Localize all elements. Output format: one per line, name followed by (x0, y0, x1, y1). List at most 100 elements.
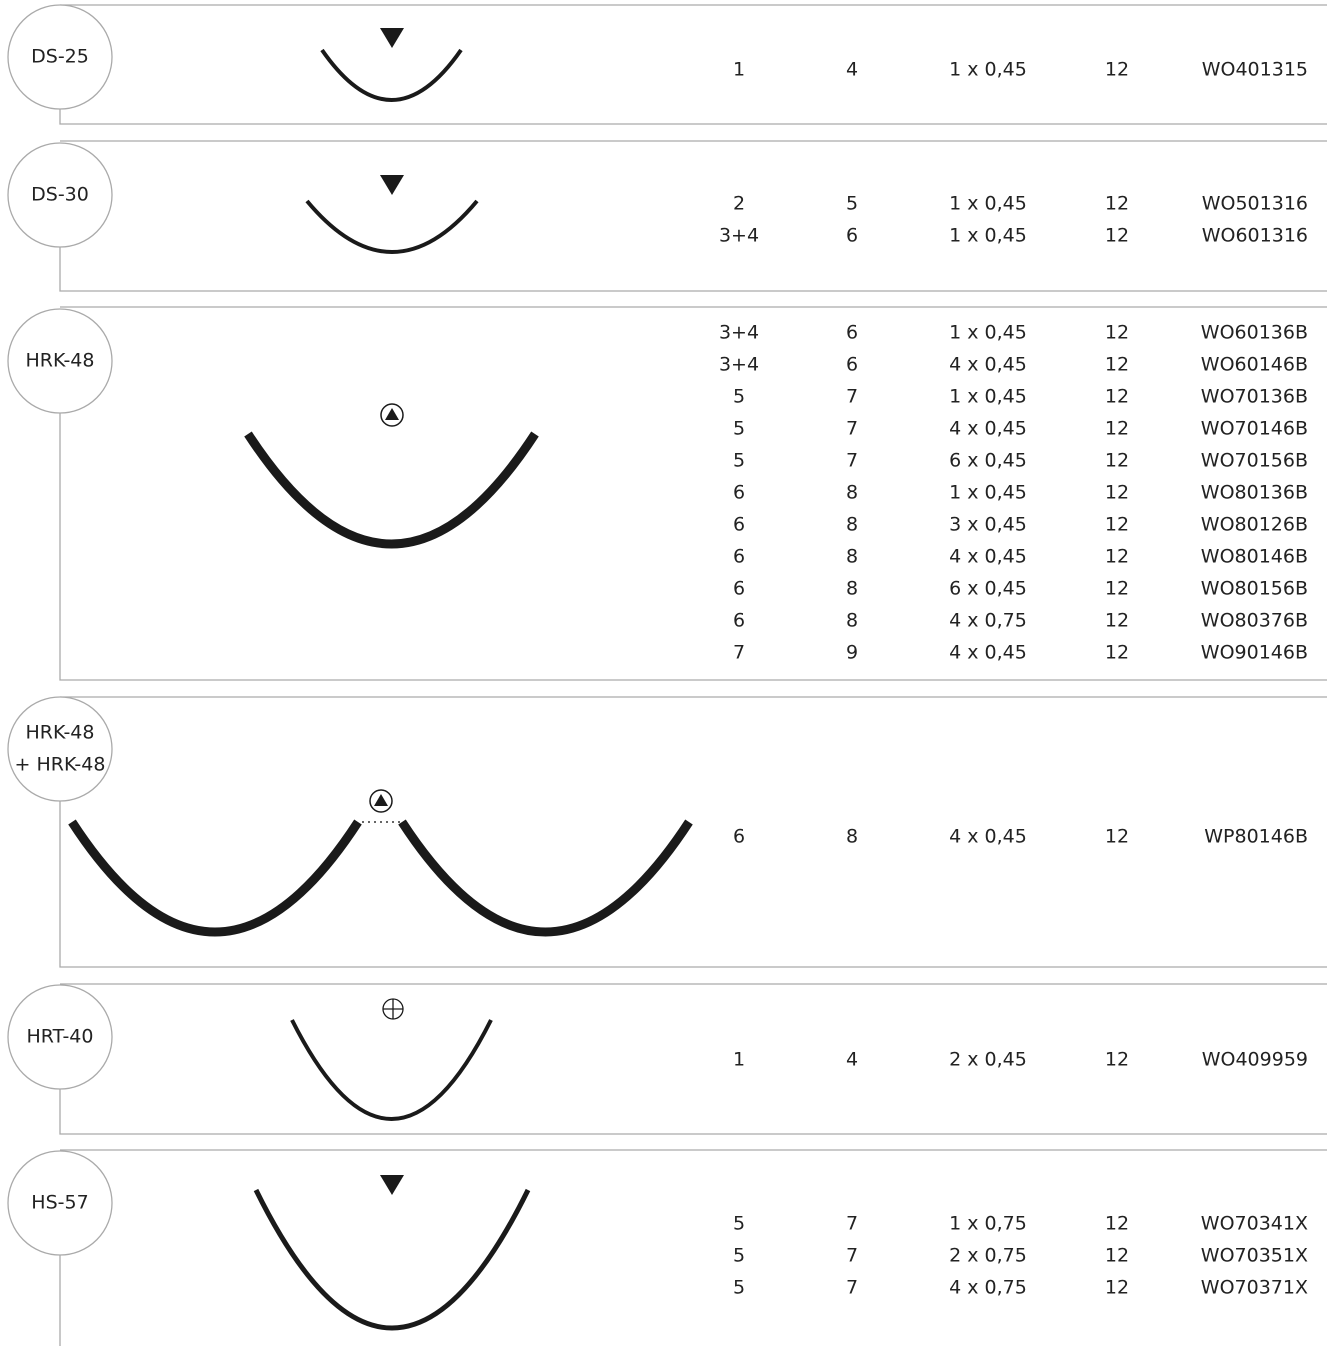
cell: 1 (733, 1049, 745, 1071)
cell: 12 (1105, 59, 1129, 81)
cell: 12 (1105, 578, 1129, 600)
taper-symbol (374, 794, 388, 806)
label-circle (8, 697, 112, 801)
needle-code: HRK-48 (26, 722, 95, 744)
cell: 12 (1105, 546, 1129, 568)
cell: 7 (846, 1277, 858, 1299)
needle-code: HRT-40 (26, 1026, 93, 1048)
cell: WO501316 (1202, 193, 1308, 215)
frame-line (60, 1089, 1327, 1134)
cell: 5 (733, 1213, 745, 1235)
cell: WO70371X (1201, 1277, 1308, 1299)
cell: 12 (1105, 1245, 1129, 1267)
cell: 12 (1105, 193, 1129, 215)
cell: 6 (733, 546, 745, 568)
cell: WO90146B (1201, 642, 1308, 664)
cell: 8 (846, 546, 858, 568)
needle-code: + HRK-48 (15, 754, 106, 776)
cell: 5 (733, 1245, 745, 1267)
cell: 12 (1105, 450, 1129, 472)
cell: 2 (733, 193, 745, 215)
cell: 7 (846, 386, 858, 408)
cell: 4 (846, 1049, 858, 1071)
needle (402, 822, 689, 932)
cell: 12 (1105, 225, 1129, 247)
cell: 7 (846, 1213, 858, 1235)
cell: WO70146B (1201, 418, 1308, 440)
cell: 4 (846, 59, 858, 81)
cell: WP80146B (1204, 826, 1308, 848)
cell: 12 (1105, 514, 1129, 536)
cell: 1 x 0,75 (949, 1213, 1027, 1235)
cell: WO80136B (1201, 482, 1308, 504)
cell: 7 (846, 418, 858, 440)
cell: 1 x 0,45 (949, 482, 1027, 504)
cell: 4 x 0,45 (949, 642, 1027, 664)
cell: 6 (846, 322, 858, 344)
cell: 1 x 0,45 (949, 386, 1027, 408)
cell: 6 (733, 482, 745, 504)
cell: 5 (733, 418, 745, 440)
cell: WO70341X (1201, 1213, 1308, 1235)
needle (248, 434, 535, 544)
cell: 7 (846, 1245, 858, 1267)
cell: 6 x 0,45 (949, 578, 1027, 600)
taper-symbol (385, 408, 399, 420)
cell: 4 x 0,45 (949, 826, 1027, 848)
cell: 1 x 0,45 (949, 59, 1027, 81)
cell: WO70136B (1201, 386, 1308, 408)
needle (307, 201, 477, 252)
needle-code: HS-57 (31, 1192, 88, 1214)
cell: WO60146B (1201, 354, 1308, 376)
cell: 6 (733, 578, 745, 600)
cell: 3+4 (719, 354, 759, 376)
cell: 8 (846, 610, 858, 632)
cell: WO60136B (1201, 322, 1308, 344)
cutting-symbol (380, 175, 404, 195)
cell: WO80146B (1201, 546, 1308, 568)
cell: 12 (1105, 1277, 1129, 1299)
needle-code: HRK-48 (26, 350, 95, 372)
cell: 6 (846, 354, 858, 376)
cell: 5 (733, 450, 745, 472)
cutting-symbol (380, 28, 404, 48)
frame-line (60, 247, 1327, 291)
cell: 8 (846, 482, 858, 504)
catalog-page: DS-25141 x 0,4512WO401315DS-30251 x 0,45… (0, 0, 1327, 1346)
cell: WO409959 (1202, 1049, 1308, 1071)
cell: 4 x 0,75 (949, 1277, 1027, 1299)
cell: 8 (846, 578, 858, 600)
cell: 6 (733, 826, 745, 848)
cell: WO80376B (1201, 610, 1308, 632)
cell: 4 x 0,45 (949, 546, 1027, 568)
cell: 12 (1105, 386, 1129, 408)
cell: WO70351X (1201, 1245, 1308, 1267)
cell: 5 (733, 386, 745, 408)
cell: 1 x 0,45 (949, 225, 1027, 247)
cell: 12 (1105, 826, 1129, 848)
cell: 4 x 0,45 (949, 418, 1027, 440)
cell: 7 (733, 642, 745, 664)
cell: 12 (1105, 322, 1129, 344)
cell: 1 x 0,45 (949, 193, 1027, 215)
cell: 1 (733, 59, 745, 81)
needle (256, 1190, 528, 1328)
cell: 12 (1105, 418, 1129, 440)
cell: 6 (733, 514, 745, 536)
cell: 2 x 0,75 (949, 1245, 1027, 1267)
needle-code: DS-25 (31, 46, 89, 68)
cell: WO601316 (1202, 225, 1308, 247)
cell: WO80126B (1201, 514, 1308, 536)
cell: 3 x 0,45 (949, 514, 1027, 536)
cell: 4 x 0,45 (949, 354, 1027, 376)
cell: WO80156B (1201, 578, 1308, 600)
cell: 12 (1105, 1049, 1129, 1071)
cell: 12 (1105, 642, 1129, 664)
cell: 3+4 (719, 322, 759, 344)
cell: 12 (1105, 482, 1129, 504)
cell: 5 (846, 193, 858, 215)
cell: 12 (1105, 1213, 1129, 1235)
needle (322, 50, 461, 100)
cell: 1 x 0,45 (949, 322, 1027, 344)
needle (72, 822, 358, 932)
